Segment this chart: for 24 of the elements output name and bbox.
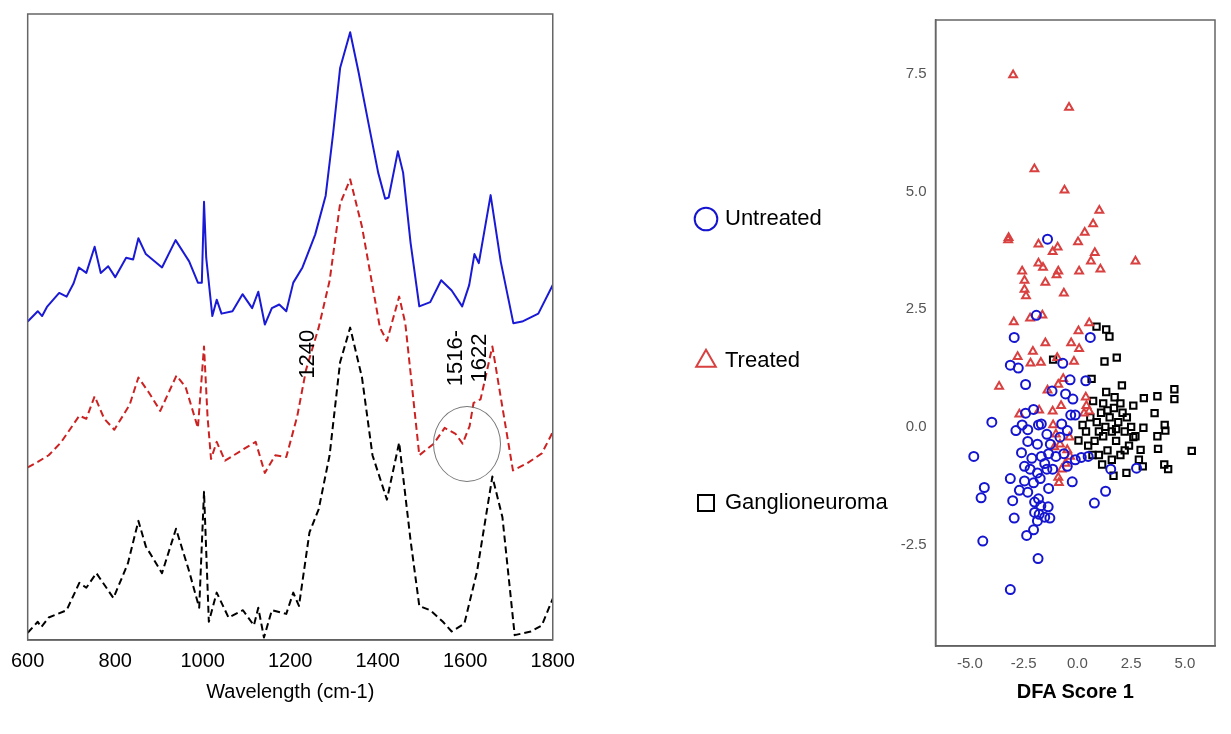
legend-label: Untreated (725, 205, 822, 231)
x-tick-label: 0.0 (1066, 654, 1088, 672)
x-tick-label: 1600 (442, 648, 488, 671)
y-tick-label: -2.5 (900, 534, 927, 552)
x-tick-label: 1000 (180, 648, 225, 671)
x-tick-label: 800 (98, 648, 132, 671)
x-tick-label: -5.0 (956, 654, 983, 672)
x-tick-label: 5.0 (1174, 654, 1196, 672)
legend-label: Treated (725, 347, 801, 373)
y-tick-label: 2.5 (905, 299, 927, 317)
y-tick-label: 7.5 (905, 64, 927, 82)
legend-label: Ganglioneuroma (725, 489, 889, 515)
x-tick-label: -2.5 (1010, 654, 1037, 672)
x-axis-title: DFA Score 1 (1016, 679, 1134, 702)
annotation: 1240 (293, 329, 319, 379)
annotation: 1516- 1622 (442, 329, 491, 387)
x-tick-label: 1200 (267, 648, 313, 671)
y-tick-label: 5.0 (905, 181, 927, 199)
x-tick-label: 1800 (530, 648, 575, 671)
y-tick-label: 0.0 (905, 416, 927, 434)
x-axis-title: Wavelength (cm-1) (206, 679, 375, 702)
x-tick-label: 2.5 (1120, 654, 1142, 672)
x-tick-label: 600 (11, 648, 45, 671)
x-tick-label: 1400 (355, 648, 400, 671)
